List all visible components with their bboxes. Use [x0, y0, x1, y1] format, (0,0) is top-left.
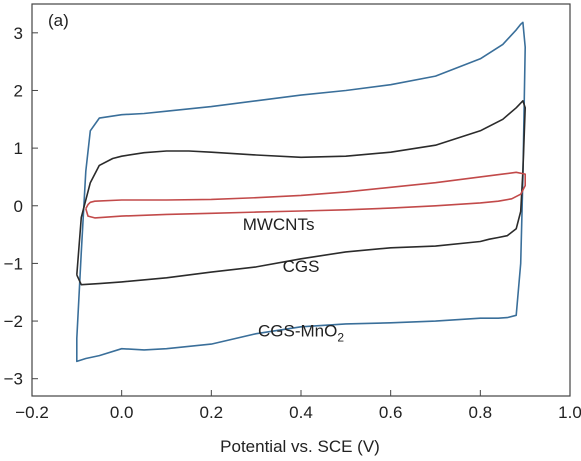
- x-tick-label: 0.4: [289, 403, 313, 422]
- y-tick-label: 3: [14, 24, 23, 43]
- y-tick-label: −3: [4, 370, 23, 389]
- panel-label: (a): [48, 11, 69, 30]
- series-line-cgs-mno2: [76, 21, 527, 363]
- y-tick-label: −1: [4, 254, 23, 273]
- x-tick-label: −0.2: [15, 403, 49, 422]
- y-tick-label: 2: [14, 81, 23, 100]
- series-line-cgs: [76, 100, 527, 286]
- cv-curves: [76, 21, 527, 363]
- y-tick-label: −2: [4, 312, 23, 331]
- curve-annotations: MWCNTs CGS CGS-MnO2: [243, 215, 345, 345]
- x-tick-label: 0.2: [200, 403, 224, 422]
- series-line-mwcnts: [85, 171, 527, 219]
- y-tick-label: 1: [14, 139, 23, 158]
- x-tick-label: 0.0: [110, 403, 134, 422]
- annotation-label: MWCNTs: [243, 215, 315, 234]
- x-axis-title: Potential vs. SCE (V): [220, 437, 380, 456]
- x-tick-label: 0.8: [469, 403, 493, 422]
- tick-labels: −0.2 0.0 0.2 0.4 0.6 0.8 1.0 −3 −2 −1 0 1 2 3: [4, 24, 581, 422]
- y-tick-label: 0: [14, 197, 23, 216]
- axis-ticks: [31, 32, 571, 396]
- x-tick-label: 0.6: [379, 403, 403, 422]
- annotation-label: CGS: [283, 257, 320, 276]
- x-tick-label: 1.0: [558, 403, 581, 422]
- annotation-subscript: 2: [337, 331, 344, 345]
- annotation-label: CGS-MnO2: [258, 322, 344, 345]
